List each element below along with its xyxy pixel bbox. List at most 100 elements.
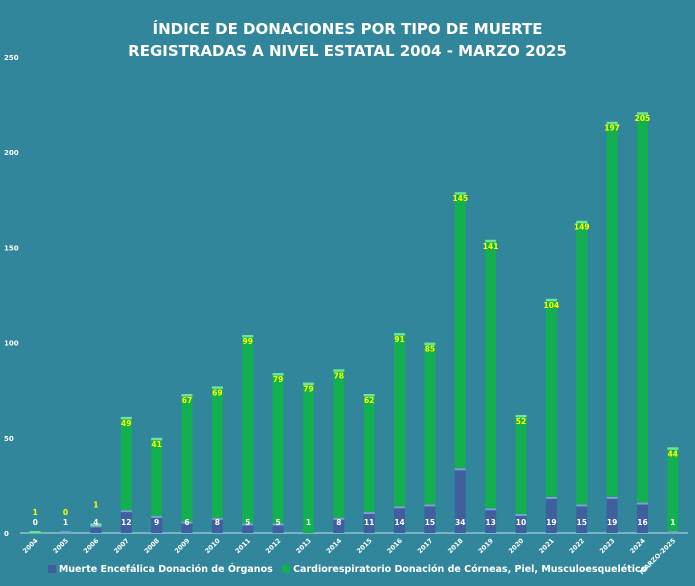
data-label-corneas: 44 <box>668 449 678 458</box>
data-label-corneas: 85 <box>425 345 435 354</box>
bar-organos-cap <box>485 508 497 511</box>
data-label-organos: 0 <box>33 518 38 527</box>
bar-organos <box>181 521 193 533</box>
y-tick-label: 250 <box>4 54 19 62</box>
x-tick-label: 2013 <box>294 537 312 555</box>
bar-corneas-cap <box>454 192 466 195</box>
x-tick-label: 2015 <box>355 536 374 555</box>
x-tick-label: 2010 <box>203 536 222 555</box>
bar-corneas-cap <box>485 239 497 243</box>
data-label-corneas: 91 <box>394 335 404 344</box>
data-label-organos: 16 <box>637 518 647 527</box>
bar-organos-cap <box>606 496 618 499</box>
data-label-organos: 10 <box>516 518 526 527</box>
data-label-corneas: 99 <box>243 337 253 346</box>
bar-organos-cap <box>333 517 345 520</box>
bar-corneas-cap <box>394 333 406 336</box>
bar-corneas <box>272 373 284 524</box>
data-label-organos: 9 <box>154 518 159 527</box>
legend-label-organos: Muerte Encefálica Donación de Órganos <box>58 564 273 575</box>
bar-corneas-cap <box>90 523 102 526</box>
legend-swatch-corneas <box>282 564 291 573</box>
bar-organos-cap <box>394 506 406 509</box>
bar-corneas-cap <box>424 342 436 346</box>
chart-title-line-1: ÍNDICE DE DONACIONES POR TIPO DE MUERTE <box>152 20 543 38</box>
y-tick-label: 100 <box>4 340 19 348</box>
legend-item-organos: Muerte Encefálica Donación de Órganos <box>47 564 273 575</box>
x-tick-label: 2014 <box>325 536 344 555</box>
data-label-organos: 34 <box>455 518 465 527</box>
bar-corneas-cap <box>120 416 132 420</box>
x-tick-label: 2011 <box>234 536 253 555</box>
data-label-corneas: 0 <box>63 508 68 517</box>
bar-organos <box>485 508 497 533</box>
x-tick-label: 2023 <box>598 537 616 555</box>
data-label-organos: 8 <box>336 518 341 527</box>
bar-organos-cap <box>181 521 193 524</box>
data-label-organos: 19 <box>607 518 617 527</box>
bar-corneas <box>394 333 406 507</box>
bar-organos-cap <box>120 510 132 513</box>
bar-corneas <box>454 192 466 469</box>
data-label-organos: 13 <box>485 518 495 527</box>
bar-corneas-cap <box>515 414 527 418</box>
bar-organos <box>394 506 406 533</box>
bar-organos-cap <box>454 468 466 471</box>
bar-corneas <box>151 437 163 516</box>
bar-corneas <box>211 386 223 518</box>
x-tick-label: 2004 <box>21 536 40 555</box>
data-label-organos: 1 <box>670 518 675 527</box>
bar-organos <box>454 468 466 533</box>
bar-corneas <box>667 447 679 532</box>
data-label-corneas: 197 <box>604 124 620 133</box>
y-tick-label: 200 <box>4 149 19 157</box>
bar-organos <box>211 517 223 533</box>
bar-corneas-cap <box>242 334 254 338</box>
bar-corneas-cap <box>606 121 618 125</box>
bar-corneas <box>181 394 193 522</box>
data-label-organos: 5 <box>275 518 280 527</box>
bar-corneas <box>515 414 527 514</box>
bar-organos <box>576 504 588 533</box>
bar-organos-cap <box>242 523 254 526</box>
x-tick-label: 2008 <box>143 536 162 555</box>
data-label-organos: 4 <box>93 518 98 527</box>
bar-organos-cap <box>545 496 557 499</box>
data-label-organos: 15 <box>577 518 587 527</box>
bar-corneas-cap <box>363 394 375 397</box>
data-label-corneas: 41 <box>151 440 161 449</box>
bar-organos <box>90 525 102 533</box>
data-label-organos: 14 <box>394 518 404 527</box>
data-label-corneas: 78 <box>334 371 344 380</box>
data-label-corneas: 205 <box>635 114 651 123</box>
x-tick-label: 2022 <box>568 537 586 555</box>
data-label-corneas: 49 <box>121 419 131 428</box>
x-tick-label: 2020 <box>507 536 526 555</box>
legend-swatch-organos <box>47 564 56 573</box>
bar-corneas-cap <box>272 373 284 376</box>
y-tick-label: 50 <box>4 435 14 443</box>
bar-organos-cap <box>424 504 436 507</box>
bar-organos <box>120 510 132 533</box>
data-label-corneas: 1 <box>33 508 38 517</box>
bar-corneas <box>606 121 618 497</box>
bar-corneas-cap <box>636 112 648 115</box>
data-label-organos: 5 <box>245 518 250 527</box>
legend-item-corneas: Cardiorespiratorio Donación de Córneas, … <box>282 564 647 575</box>
x-tick-label: 2007 <box>112 537 130 555</box>
bar-organos <box>606 496 618 533</box>
bar-organos-cap <box>151 515 163 518</box>
bar-organos-cap <box>636 502 648 505</box>
chart-title: ÍNDICE DE DONACIONES POR TIPO DE MUERTE … <box>0 18 695 62</box>
data-label-corneas: 67 <box>182 396 192 405</box>
bar-corneas-cap <box>181 394 193 397</box>
bar-organos-cap <box>90 525 102 528</box>
x-tick-label: 2021 <box>537 536 556 555</box>
data-label-corneas: 145 <box>452 194 468 203</box>
data-label-corneas: 1 <box>93 500 98 509</box>
legend: Muerte Encefálica Donación de Órganos Ca… <box>0 564 695 575</box>
bar-organos-cap <box>576 504 588 507</box>
bar-organos <box>515 513 527 533</box>
bar-organos <box>272 523 284 533</box>
y-tick-label: 0 <box>4 530 9 538</box>
